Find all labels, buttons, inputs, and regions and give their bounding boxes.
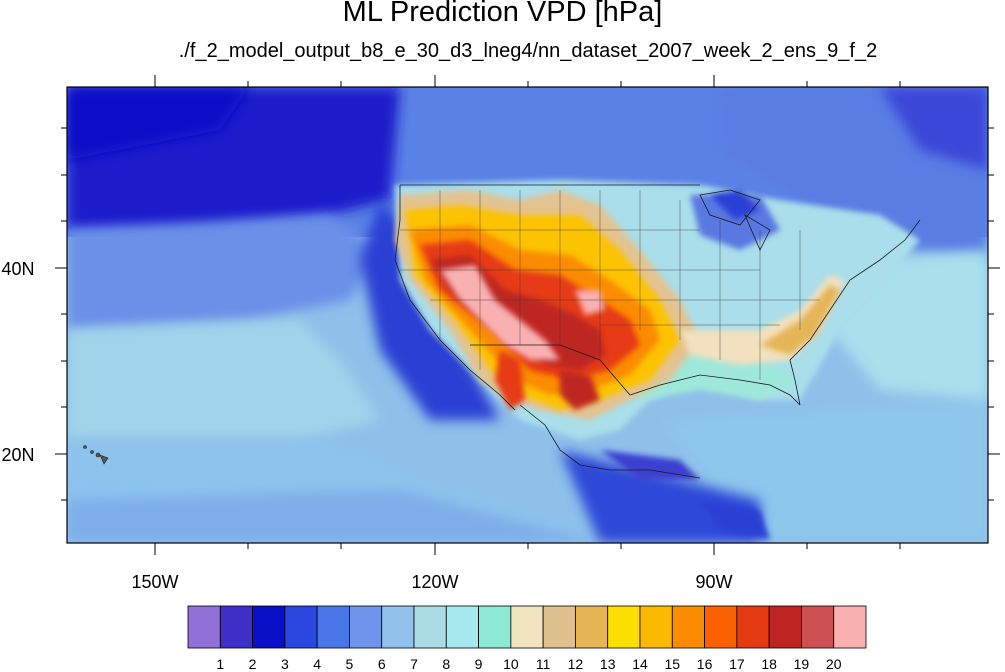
- colorbar-swatch: [575, 605, 609, 649]
- vpd-field: [67, 87, 988, 543]
- colorbar-swatch: [252, 605, 286, 649]
- map-subtitle: ./f_2_model_output_b8_e_30_d3_lneg4/nn_d…: [178, 40, 878, 62]
- colorbar-label: 6: [378, 656, 386, 672]
- colorbar-swatch: [381, 605, 415, 649]
- colorbar-label: 13: [600, 656, 616, 672]
- colorbar-swatch: [187, 605, 221, 649]
- lon-label-150w: 150W: [131, 572, 178, 592]
- colorbar-swatch: [478, 605, 512, 649]
- colorbar-label: 1: [216, 656, 224, 672]
- colorbar-swatch: [607, 605, 641, 649]
- colorbar-swatch: [510, 605, 544, 649]
- lat-label-20n: 20N: [1, 445, 34, 465]
- colorbar-swatch: [219, 605, 253, 649]
- colorbar-swatch: [704, 605, 738, 649]
- colorbar-swatch: [316, 605, 350, 649]
- colorbar-label: 10: [503, 656, 519, 672]
- colorbar-swatch: [349, 605, 383, 649]
- colorbar-label: 18: [761, 656, 777, 672]
- colorbar-label: 12: [568, 656, 584, 672]
- colorbar-swatch: [801, 605, 835, 649]
- map-title: ML Prediction VPD [hPa]: [342, 0, 663, 28]
- colorbar-label: 15: [664, 656, 680, 672]
- colorbar-label: 14: [632, 656, 648, 672]
- colorbar: 1 2 3 4 5 6 7 8 9 10 11 12 13 14 15 16 17 18 19 20: [187, 605, 867, 672]
- lon-label-120w: 120W: [411, 572, 458, 592]
- colorbar-swatch: [833, 605, 867, 649]
- colorbar-label: 8: [442, 656, 450, 672]
- colorbar-label: 9: [475, 656, 483, 672]
- colorbar-label: 5: [346, 656, 354, 672]
- colorbar-label: 11: [536, 656, 551, 672]
- axis-ticks: [55, 75, 1000, 555]
- colorbar-swatch: [445, 605, 479, 649]
- colorbar-swatch: [768, 605, 802, 649]
- colorbar-label: 4: [313, 656, 321, 672]
- colorbar-label: 7: [410, 656, 418, 672]
- colorbar-swatch: [542, 605, 576, 649]
- colorbar-label: 19: [794, 656, 810, 672]
- colorbar-label: 16: [697, 656, 713, 672]
- colorbar-swatch: [413, 605, 447, 649]
- colorbar-label: 3: [281, 656, 289, 672]
- colorbar-swatch: [736, 605, 770, 649]
- lon-label-90w: 90W: [695, 572, 732, 592]
- colorbar-swatch: [284, 605, 318, 649]
- colorbar-swatch: [671, 605, 705, 649]
- colorbar-label: 17: [729, 656, 745, 672]
- colorbar-label: 20: [826, 656, 842, 672]
- colorbar-swatch: [639, 605, 673, 649]
- lat-label-40n: 40N: [1, 259, 34, 279]
- colorbar-label: 2: [249, 656, 257, 672]
